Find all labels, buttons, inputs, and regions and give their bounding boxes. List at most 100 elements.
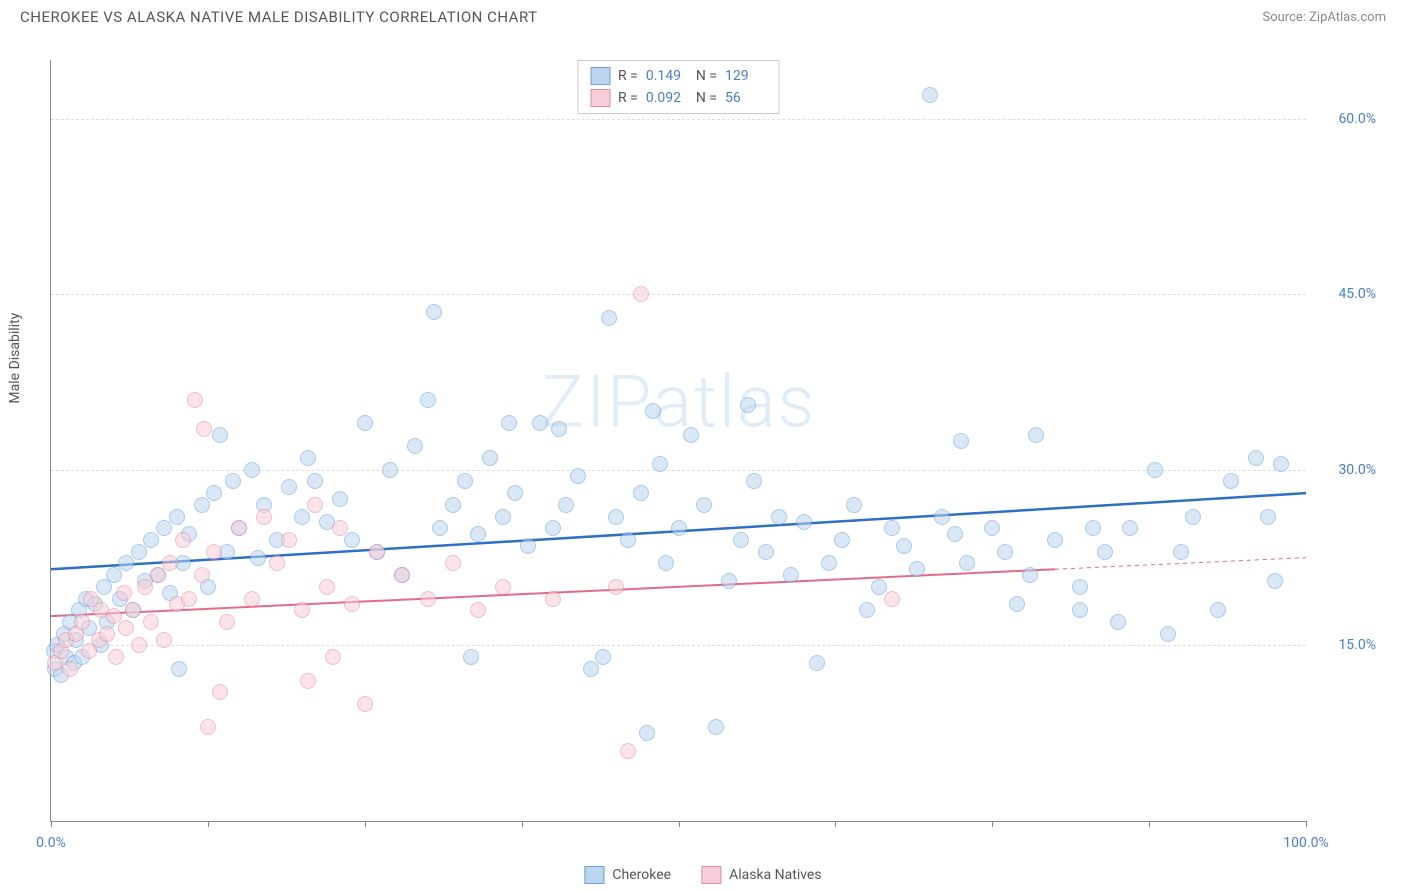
data-point xyxy=(1072,579,1088,595)
gridline-h xyxy=(51,645,1306,646)
x-tick-label: 100.0% xyxy=(1283,835,1328,851)
data-point xyxy=(187,392,203,408)
data-point xyxy=(771,509,787,525)
y-tick-label: 60.0% xyxy=(1338,111,1376,127)
series-legend-item: Alaska Natives xyxy=(701,866,822,884)
series-legend: Cherokee Alaska Natives xyxy=(584,866,821,884)
data-point xyxy=(551,421,567,437)
data-point xyxy=(118,555,134,571)
data-point xyxy=(175,532,191,548)
x-tick xyxy=(835,821,836,827)
data-point xyxy=(212,684,228,700)
data-point xyxy=(482,450,498,466)
data-point xyxy=(608,509,624,525)
data-point xyxy=(156,520,172,536)
data-point xyxy=(633,286,649,302)
data-point xyxy=(1248,450,1264,466)
watermark: ZIPatlas xyxy=(541,360,816,445)
data-point xyxy=(319,579,335,595)
data-point xyxy=(796,514,812,530)
data-point xyxy=(457,473,473,489)
data-point xyxy=(721,573,737,589)
data-point xyxy=(934,509,950,525)
data-point xyxy=(200,719,216,735)
data-point xyxy=(300,450,316,466)
series-legend-label: Cherokee xyxy=(612,867,671,883)
stats-legend: R = 0.149 N = 129 R = 0.092 N = 56 xyxy=(577,60,780,114)
x-tick xyxy=(365,821,366,827)
data-point xyxy=(708,719,724,735)
y-tick-label: 30.0% xyxy=(1338,462,1376,478)
data-point xyxy=(1072,602,1088,618)
data-point xyxy=(821,555,837,571)
plot-area: ZIPatlas R = 0.149 N = 129 R = 0.092 N =… xyxy=(50,60,1306,822)
data-point xyxy=(846,497,862,513)
series-legend-item: Cherokee xyxy=(584,866,671,884)
legend-swatch xyxy=(590,89,610,107)
data-point xyxy=(156,632,172,648)
data-point xyxy=(206,544,222,560)
data-point xyxy=(520,538,536,554)
data-point xyxy=(162,555,178,571)
data-point xyxy=(212,427,228,443)
data-point xyxy=(545,520,561,536)
legend-row: R = 0.149 N = 129 xyxy=(590,65,767,87)
data-point xyxy=(1009,596,1025,612)
x-tick xyxy=(1149,821,1150,827)
legend-n-label: N = xyxy=(696,68,717,84)
data-point xyxy=(1122,520,1138,536)
data-point xyxy=(896,538,912,554)
chart-header: CHEROKEE VS ALASKA NATIVE MALE DISABILIT… xyxy=(0,0,1406,30)
data-point xyxy=(746,473,762,489)
data-point xyxy=(545,591,561,607)
data-point xyxy=(244,591,260,607)
data-point xyxy=(231,520,247,536)
data-point xyxy=(131,544,147,560)
x-tick-label: 0.0% xyxy=(36,835,66,851)
legend-r-label: R = xyxy=(618,90,638,106)
data-point xyxy=(99,626,115,642)
x-tick xyxy=(208,821,209,827)
data-point xyxy=(420,591,436,607)
data-point xyxy=(859,602,875,618)
data-point xyxy=(884,591,900,607)
data-point xyxy=(671,520,687,536)
data-point xyxy=(420,392,436,408)
data-point xyxy=(244,462,260,478)
source-attribution: Source: ZipAtlas.com xyxy=(1262,10,1386,25)
data-point xyxy=(294,509,310,525)
data-point xyxy=(426,304,442,320)
data-point xyxy=(758,544,774,560)
data-point xyxy=(281,479,297,495)
data-point xyxy=(394,567,410,583)
data-point xyxy=(445,497,461,513)
data-point xyxy=(463,649,479,665)
data-point xyxy=(116,585,132,601)
data-point xyxy=(740,397,756,413)
data-point xyxy=(1022,567,1038,583)
data-point xyxy=(325,649,341,665)
data-point xyxy=(1223,473,1239,489)
data-point xyxy=(194,497,210,513)
data-point xyxy=(953,433,969,449)
data-point xyxy=(1160,626,1176,642)
legend-r-value: 0.149 xyxy=(646,68,688,84)
legend-r-label: R = xyxy=(618,68,638,84)
data-point xyxy=(344,596,360,612)
data-point xyxy=(1085,520,1101,536)
data-point xyxy=(834,532,850,548)
data-point xyxy=(382,462,398,478)
x-tick xyxy=(51,821,52,827)
data-point xyxy=(256,509,272,525)
x-tick xyxy=(992,821,993,827)
data-point xyxy=(608,579,624,595)
data-point xyxy=(495,509,511,525)
data-point xyxy=(131,637,147,653)
data-point xyxy=(683,427,699,443)
data-point xyxy=(407,438,423,454)
data-point xyxy=(206,485,222,501)
data-point xyxy=(620,532,636,548)
chart-container: Male Disability ZIPatlas R = 0.149 N = 1… xyxy=(50,40,1386,842)
legend-n-value: 129 xyxy=(725,68,767,84)
data-point xyxy=(922,87,938,103)
